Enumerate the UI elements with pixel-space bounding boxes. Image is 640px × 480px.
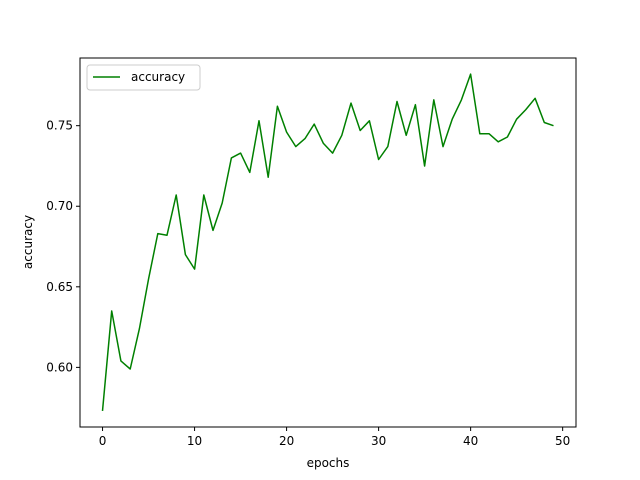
- x-axis-label: epochs: [307, 456, 350, 470]
- y-tick-label: 0.60: [46, 360, 73, 374]
- series-line-accuracy: [101, 73, 554, 411]
- legend: accuracy: [86, 64, 201, 91]
- legend-box: [86, 64, 201, 91]
- y-tick-label: 0.65: [46, 280, 73, 294]
- x-tick-label: 40: [463, 434, 478, 448]
- plot-area: [79, 57, 577, 428]
- y-axis-label: accuracy: [21, 215, 35, 269]
- x-tick-label: 10: [187, 434, 202, 448]
- legend-entry-label: accuracy: [131, 70, 185, 84]
- series-layer: [101, 73, 554, 411]
- x-tick-label: 30: [371, 434, 386, 448]
- x-tick-label: 20: [279, 434, 294, 448]
- y-tick-label: 0.75: [46, 119, 73, 133]
- x-tick-label: 0: [99, 434, 107, 448]
- x-tick-label: 50: [555, 434, 570, 448]
- axes-frame: [79, 57, 577, 428]
- ticks-layer: 0 10 20 30 40 50 0.60 0.65 0.70 0.75: [46, 119, 570, 448]
- y-tick-label: 0.70: [46, 199, 73, 213]
